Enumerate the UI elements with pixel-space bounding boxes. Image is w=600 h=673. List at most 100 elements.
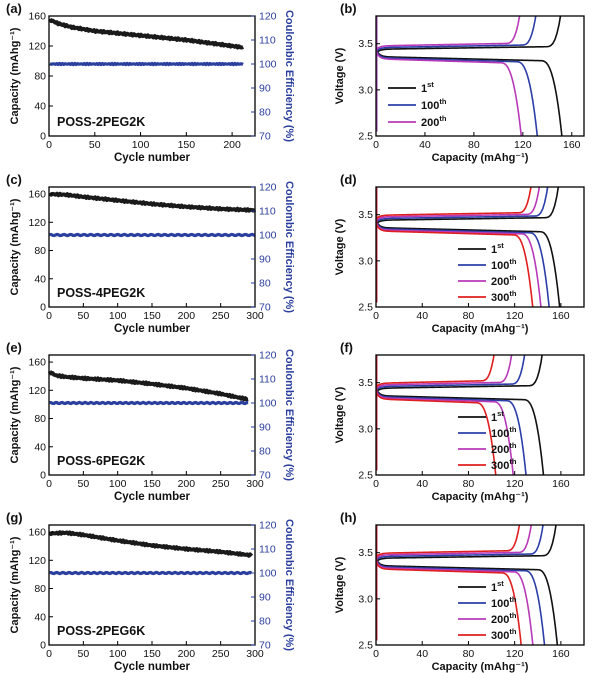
legend-label-sup: st xyxy=(497,409,504,418)
y2-tick-label: 70 xyxy=(259,302,271,314)
discharge-curve xyxy=(376,390,527,475)
charge-curve xyxy=(376,187,549,223)
x-tick-label: 50 xyxy=(89,139,101,151)
discharge-curve xyxy=(376,223,542,307)
legend-label-sup: st xyxy=(427,80,434,89)
charge-curve xyxy=(376,525,533,559)
discharge-curve xyxy=(376,560,546,645)
x-tick-label: 150 xyxy=(178,139,196,151)
y-tick-label: 3.5 xyxy=(358,209,373,221)
y-tick-label: 2.5 xyxy=(358,302,373,314)
x-tick-label: 120 xyxy=(506,310,524,322)
legend-label-base: 100 xyxy=(491,598,509,610)
y-axis-label: Voltage (V) xyxy=(334,47,346,104)
charge-curve xyxy=(376,187,560,225)
x-tick-label: 300 xyxy=(246,478,264,490)
legend-label: 200th xyxy=(491,441,517,456)
y-tick-label: 80 xyxy=(34,71,46,83)
discharge-curve xyxy=(376,221,561,307)
y2-tick-label: 110 xyxy=(259,544,276,556)
voltage-curves xyxy=(376,187,561,307)
legend-label-base: 1 xyxy=(421,83,427,95)
discharge-curve xyxy=(376,389,545,475)
x-tick-label: 150 xyxy=(143,310,161,322)
y2-tick-label: 80 xyxy=(259,278,271,290)
y2-tick-label: 70 xyxy=(259,470,271,482)
voltage-panel: (d) 0 40 80 120 160 2.5 3.0 3.5 Capacity (mAhg⁻¹)… xyxy=(334,172,585,335)
x-tick-label: 0 xyxy=(46,310,52,322)
legend-label: 100th xyxy=(491,425,517,440)
discharge-curve xyxy=(376,392,497,475)
plot-frame xyxy=(375,186,585,308)
panel-letter: (c) xyxy=(6,172,22,187)
x-axis-label: Cycle number xyxy=(114,491,191,503)
x-tick-label: 300 xyxy=(246,310,264,322)
cycling-panel: (a) 0 50 100 150 200 0 40 80 120 160 70 80 90 100 110 12… xyxy=(6,1,295,164)
capacity-series xyxy=(47,370,249,402)
legend-label: 300th xyxy=(491,457,517,472)
y-tick-label: 160 xyxy=(28,11,46,23)
legend-label-base: 100 xyxy=(421,100,439,112)
discharge-curve xyxy=(376,391,515,475)
x-tick-label: 100 xyxy=(109,648,127,660)
coulombic-efficiency-series xyxy=(49,400,249,406)
charge-curve xyxy=(376,355,513,389)
legend-label-sup: th xyxy=(509,257,516,266)
y-tick-label: 2.5 xyxy=(358,470,373,482)
panel-letter: (g) xyxy=(6,510,23,525)
charge-curve xyxy=(376,355,495,387)
y2-tick-label: 80 xyxy=(259,107,271,119)
x-tick-label: 0 xyxy=(373,139,379,151)
y2-tick-label: 90 xyxy=(259,592,271,604)
x-tick-label: 150 xyxy=(143,648,161,660)
legend-label-sup: th xyxy=(509,289,516,298)
x-tick-label: 50 xyxy=(77,648,89,660)
legend-label: 200th xyxy=(491,611,517,626)
x-tick-label: 50 xyxy=(77,478,89,490)
x-tick-label: 160 xyxy=(552,478,570,490)
x-tick-label: 100 xyxy=(109,478,127,490)
x-tick-label: 150 xyxy=(143,478,161,490)
legend-label: 100th xyxy=(491,595,517,610)
y2-tick-label: 90 xyxy=(259,254,271,266)
legend-label-sup: th xyxy=(509,595,516,604)
legend-label-base: 200 xyxy=(421,117,439,129)
legend-label-sup: st xyxy=(497,241,504,250)
y2-tick-label: 70 xyxy=(259,131,271,143)
y-tick-label: 3.0 xyxy=(358,84,373,96)
discharge-curve xyxy=(376,562,522,645)
x-tick-label: 160 xyxy=(552,310,570,322)
sample-label: POSS-4PEG2K xyxy=(57,286,145,300)
charge-curve xyxy=(376,355,526,391)
x-tick-label: 120 xyxy=(506,478,524,490)
x-tick-label: 200 xyxy=(178,478,196,490)
x-tick-label: 80 xyxy=(463,310,475,322)
y-axis-label: Voltage (V) xyxy=(334,218,346,275)
cycling-panel: (g) 0 50 100 150 200 250 300 0 40 80 120 160 70 80 90 10… xyxy=(6,510,295,673)
legend-label-sup: st xyxy=(497,579,504,588)
charge-curve xyxy=(376,355,543,392)
y2-tick-label: 120 xyxy=(259,11,277,23)
legend-label-sup: th xyxy=(439,97,446,106)
x-tick-label: 250 xyxy=(212,310,230,322)
legend-label-sup: th xyxy=(509,273,516,282)
y2-tick-label: 110 xyxy=(259,206,276,218)
legend-label: 1st xyxy=(421,80,434,95)
legend-label-base: 200 xyxy=(491,276,509,288)
panel-letter: (f) xyxy=(340,340,353,355)
x-tick-label: 300 xyxy=(246,648,264,660)
x-tick-label: 80 xyxy=(468,139,480,151)
y-tick-label: 3.0 xyxy=(358,593,373,605)
y2-tick-label: 90 xyxy=(259,83,271,95)
y2-tick-label: 80 xyxy=(259,616,271,628)
x-tick-label: 250 xyxy=(212,648,230,660)
charge-curve xyxy=(376,187,541,221)
x-tick-label: 40 xyxy=(416,310,428,322)
y-tick-label: 40 xyxy=(34,611,46,623)
coulombic-efficiency-series xyxy=(49,232,256,238)
discharge-curve xyxy=(376,50,563,136)
y-axis-label: Voltage (V) xyxy=(334,386,346,443)
x-tick-label: 100 xyxy=(132,139,150,151)
y-axis-label: Capacity (mAhg⁻¹) xyxy=(9,536,21,633)
